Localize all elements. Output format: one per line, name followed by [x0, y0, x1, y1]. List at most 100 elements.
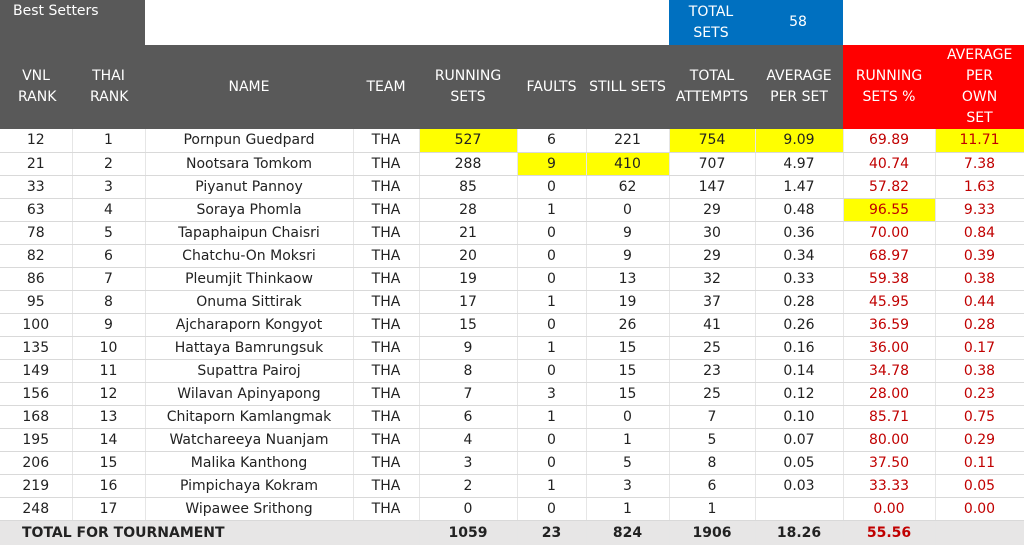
faults-cell: 9	[517, 152, 587, 176]
total-attempts-cell: 23	[669, 359, 756, 383]
total-attempts-cell: 754	[669, 129, 756, 153]
total-attempts-cell: 147	[669, 175, 756, 199]
table-row: 100 9 Ajcharaporn Kongyot THA 15 0 26 41 0.26 36.…	[0, 313, 1024, 337]
name-cell: Onuma Sittirak	[145, 290, 354, 314]
vnl-rank-cell: 195	[0, 428, 73, 452]
running-sets-cell: 19	[419, 267, 518, 291]
total-still-sets: 824	[586, 520, 670, 545]
name-cell: Chatchu-On Moksri	[145, 244, 354, 268]
running-sets-cell: 8	[419, 359, 518, 383]
average-per-own-set-cell: 0.28	[935, 313, 1024, 337]
still-sets-cell: 3	[586, 474, 670, 498]
running-sets-pct-cell: 40.74	[843, 152, 936, 176]
still-sets-cell: 0	[586, 405, 670, 429]
col-header-running-sets-pct: RUNNING SETS %	[843, 45, 935, 129]
average-per-own-set-cell: 0.00	[935, 497, 1024, 521]
vnl-rank-cell: 21	[0, 152, 73, 176]
name-cell: Watchareeya Nuanjam	[145, 428, 354, 452]
thai-rank-cell: 1	[72, 129, 146, 153]
total-attempts: 1906	[669, 520, 756, 545]
col-header-running-sets: RUNNING SETS	[419, 45, 517, 129]
name-cell: Wipawee Srithong	[145, 497, 354, 521]
table-row: 135 10 Hattaya Bamrungsuk THA 9 1 15 25 0.16 36.0…	[0, 336, 1024, 360]
thai-rank-cell: 15	[72, 451, 146, 475]
vnl-rank-cell: 95	[0, 290, 73, 314]
faults-cell: 1	[517, 405, 587, 429]
still-sets-cell: 15	[586, 382, 670, 406]
average-per-own-set-cell: 0.84	[935, 221, 1024, 245]
col-header-team: TEAM	[353, 45, 419, 129]
average-per-own-set-cell: 1.63	[935, 175, 1024, 199]
still-sets-cell: 9	[586, 244, 670, 268]
team-cell: THA	[353, 336, 420, 360]
average-per-own-set-cell: 0.44	[935, 290, 1024, 314]
running-sets-cell: 3	[419, 451, 518, 475]
best-setters-title: Best Setters	[0, 0, 145, 45]
faults-cell: 6	[517, 129, 587, 153]
vnl-rank-cell: 100	[0, 313, 73, 337]
vnl-rank-cell: 149	[0, 359, 73, 383]
vnl-rank-cell: 33	[0, 175, 73, 199]
running-sets-pct-cell: 33.33	[843, 474, 936, 498]
running-sets-pct-cell: 45.95	[843, 290, 936, 314]
average-per-own-set-cell: 7.38	[935, 152, 1024, 176]
still-sets-cell: 15	[586, 336, 670, 360]
team-cell: THA	[353, 405, 420, 429]
running-sets-cell: 6	[419, 405, 518, 429]
setters-table: VNL RANK THAI RANK NAME TEAM RUNNING SET…	[0, 45, 1024, 545]
team-cell: THA	[353, 152, 420, 176]
name-cell: Pleumjit Thinkaow	[145, 267, 354, 291]
total-attempts-cell: 29	[669, 198, 756, 222]
name-cell: Hattaya Bamrungsuk	[145, 336, 354, 360]
vnl-rank-cell: 82	[0, 244, 73, 268]
faults-cell: 0	[517, 175, 587, 199]
running-sets-cell: 28	[419, 198, 518, 222]
average-per-own-set-cell: 0.39	[935, 244, 1024, 268]
average-per-set-cell: 0.28	[755, 290, 844, 314]
running-sets-cell: 0	[419, 497, 518, 521]
table-row: 95 8 Onuma Sittirak THA 17 1 19 37 0.28 45.95 0.44	[0, 290, 1024, 314]
vnl-rank-cell: 63	[0, 198, 73, 222]
thai-rank-cell: 3	[72, 175, 146, 199]
thai-rank-cell: 12	[72, 382, 146, 406]
table-row: 149 11 Supattra Pairoj THA 8 0 15 23 0.14 34.78 0.…	[0, 359, 1024, 383]
running-sets-cell: 2	[419, 474, 518, 498]
table-row: 219 16 Pimpichaya Kokram THA 2 1 3 6 0.03 33.33 0.…	[0, 474, 1024, 498]
thai-rank-cell: 13	[72, 405, 146, 429]
total-attempts-cell: 25	[669, 382, 756, 406]
still-sets-cell: 26	[586, 313, 670, 337]
total-sets-box: TOTAL SETS 58	[669, 0, 843, 45]
thai-rank-cell: 17	[72, 497, 146, 521]
still-sets-cell: 13	[586, 267, 670, 291]
running-sets-pct-cell: 68.97	[843, 244, 936, 268]
vnl-rank-cell: 12	[0, 129, 73, 153]
running-sets-pct-cell: 36.59	[843, 313, 936, 337]
running-sets-pct-cell: 70.00	[843, 221, 936, 245]
table-row: 63 4 Soraya Phomla THA 28 1 0 29 0.48 96.55 9.33	[0, 198, 1024, 222]
faults-cell: 0	[517, 221, 587, 245]
still-sets-cell: 19	[586, 290, 670, 314]
team-cell: THA	[353, 359, 420, 383]
table-row: 156 12 Wilavan Apinyapong THA 7 3 15 25 0.12 28.0…	[0, 382, 1024, 406]
faults-cell: 0	[517, 428, 587, 452]
running-sets-pct-cell: 57.82	[843, 175, 936, 199]
faults-cell: 1	[517, 474, 587, 498]
faults-cell: 0	[517, 267, 587, 291]
name-cell: Ajcharaporn Kongyot	[145, 313, 354, 337]
still-sets-cell: 9	[586, 221, 670, 245]
col-header-average-per-set: AVERAGE PER SET	[755, 45, 843, 129]
name-cell: Supattra Pairoj	[145, 359, 354, 383]
table-row: 21 2 Nootsara Tomkom THA 288 9 410 707 4.97 40.74…	[0, 152, 1024, 176]
team-cell: THA	[353, 244, 420, 268]
vnl-rank-cell: 78	[0, 221, 73, 245]
running-sets-pct-cell: 36.00	[843, 336, 936, 360]
average-per-set-cell: 0.33	[755, 267, 844, 291]
faults-cell: 0	[517, 497, 587, 521]
still-sets-cell: 0	[586, 198, 670, 222]
average-per-set-cell: 0.26	[755, 313, 844, 337]
running-sets-pct-cell: 28.00	[843, 382, 936, 406]
total-attempts-cell: 30	[669, 221, 756, 245]
faults-cell: 1	[517, 198, 587, 222]
still-sets-cell: 1	[586, 428, 670, 452]
